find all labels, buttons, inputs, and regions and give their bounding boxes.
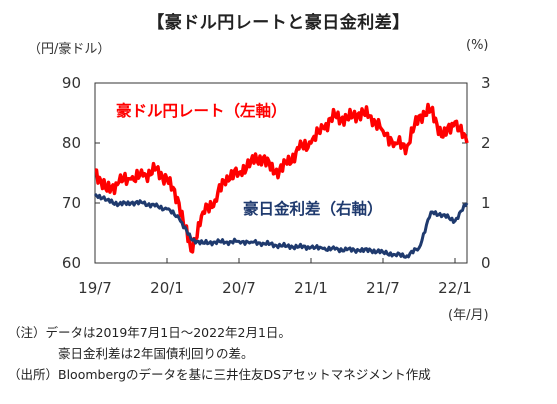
x-tick-label: 21/7 bbox=[366, 279, 400, 297]
x-tick-label: 22/1 bbox=[438, 279, 472, 297]
left-y-tick-label: 90 bbox=[62, 74, 81, 92]
series-label-audjpy: 豪ドル円レート（左軸） bbox=[116, 101, 287, 120]
series-line-rate-spread bbox=[93, 192, 469, 259]
x-tick-label: 20/1 bbox=[150, 279, 184, 297]
right-y-tick-label: 2 bbox=[481, 134, 491, 152]
right-y-tick-label: 0 bbox=[481, 254, 491, 272]
right-y-tick-label: 3 bbox=[481, 74, 491, 92]
note-line-2: 豪日金利差は2年国債利回りの差。 bbox=[58, 346, 254, 361]
right-axis-unit: (%) bbox=[466, 38, 489, 53]
x-tick-label: 19/7 bbox=[78, 279, 112, 297]
right-y-tick-label: 1 bbox=[481, 194, 491, 212]
source-line: （出所）Bloombergのデータを基に三井住友DSアセットマネジメント作成 bbox=[8, 367, 431, 382]
x-tick-label: 21/1 bbox=[294, 279, 328, 297]
left-axis-unit: （円/豪ドル） bbox=[28, 42, 111, 57]
note-line-1: （注）データは2019年7月1日～2022年2月1日。 bbox=[8, 325, 291, 340]
left-y-tick-label: 70 bbox=[62, 194, 81, 212]
series-label-rate-spread: 豪日金利差（右軸） bbox=[243, 199, 383, 218]
x-tick-label: 20/7 bbox=[222, 279, 256, 297]
plot-frame bbox=[94, 82, 468, 264]
left-y-tick-label: 60 bbox=[62, 254, 81, 272]
series-line-audjpy bbox=[94, 102, 469, 254]
x-axis-unit: (年/月) bbox=[448, 308, 489, 323]
chart-title: 【豪ドル円レートと豪日金利差】 bbox=[147, 13, 410, 33]
left-y-tick-label: 80 bbox=[62, 134, 81, 152]
